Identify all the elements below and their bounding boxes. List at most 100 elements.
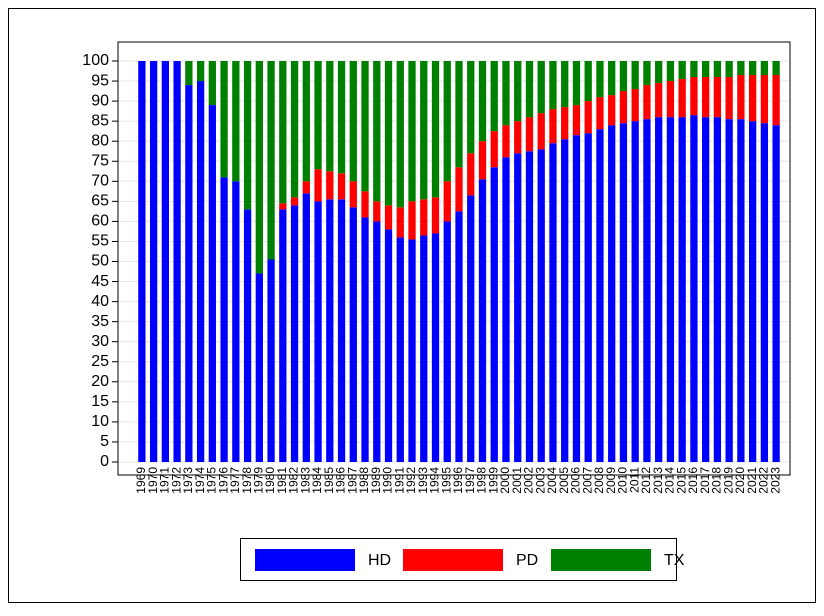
bar-segment [290, 205, 299, 463]
bar-segment [384, 229, 393, 462]
bar-segment [655, 61, 663, 84]
bar-segment [502, 61, 510, 126]
bar-segment [772, 125, 780, 462]
bar-segment [173, 61, 181, 462]
x-tick-label: 2002 [522, 467, 536, 494]
x-tick-label: 1969 [134, 467, 148, 494]
bar-segment [748, 121, 757, 463]
bar-segment [467, 61, 475, 154]
x-tick-label: 1982 [287, 467, 301, 494]
x-tick-label: 2006 [569, 467, 583, 494]
bar-segment [302, 193, 310, 462]
bar-segment [678, 61, 686, 80]
bar-segment [537, 113, 545, 150]
x-tick-label: 2008 [592, 467, 606, 494]
bar-segment [502, 157, 510, 463]
x-tick-label: 1990 [381, 467, 395, 494]
x-tick-label: 2018 [710, 467, 724, 494]
bar-segment [596, 129, 604, 463]
bar-segment [455, 167, 463, 212]
legend-swatch [255, 549, 355, 571]
bar-segment [631, 121, 639, 463]
y-tick-label: 80 [91, 132, 109, 149]
bar-segment [396, 207, 404, 238]
bar-segment [713, 77, 722, 118]
bar-segment [267, 259, 275, 462]
x-tick-label: 1989 [369, 467, 383, 494]
y-tick-label: 0 [100, 453, 109, 470]
bar-segment [748, 61, 757, 76]
bar-segment [208, 105, 216, 463]
x-tick-label: 1976 [216, 467, 230, 494]
x-tick-label: 1999 [486, 467, 500, 494]
bar-segment [772, 61, 780, 76]
bar-segment [525, 117, 534, 152]
bar-segment [490, 167, 498, 462]
bar-segment [561, 139, 569, 462]
x-tick-label: 1983 [298, 467, 312, 494]
bar-segment [572, 135, 581, 462]
bar-segment [655, 83, 663, 118]
bar-segment [373, 201, 381, 222]
x-tick-label: 1995 [439, 467, 453, 494]
bar-segment [290, 61, 299, 198]
bar-segment [302, 181, 310, 194]
bar-segment [525, 151, 534, 462]
bar-segment [702, 61, 710, 78]
bar-segment [490, 61, 498, 132]
x-tick-label: 1991 [392, 467, 406, 494]
bar-segment [478, 141, 487, 180]
bar-segment [408, 61, 416, 202]
bar-segment [443, 61, 451, 182]
bar-segment [314, 169, 322, 202]
x-tick-label: 2007 [580, 467, 594, 494]
x-tick-label: 2009 [604, 467, 618, 494]
bar-segment [279, 203, 287, 210]
bar-segment [772, 75, 780, 126]
y-tick-label: 65 [91, 193, 109, 210]
bar-segment [326, 171, 334, 200]
bar-segment [185, 61, 193, 86]
bar-segment [455, 61, 463, 168]
bar-segment [302, 61, 310, 182]
bar-segment [149, 61, 158, 462]
bar-segment [279, 209, 287, 462]
y-tick-label: 5 [100, 433, 109, 450]
bar-segment [420, 199, 428, 236]
bar-segment [243, 209, 252, 462]
x-tick-label: 1998 [475, 467, 489, 494]
bar-segment [690, 61, 698, 78]
bar-segment [514, 61, 522, 122]
legend-swatch [403, 549, 503, 571]
y-tick-label: 25 [91, 353, 109, 370]
x-tick-label: 2010 [616, 467, 630, 494]
x-tick-label: 1974 [193, 467, 207, 494]
y-tick-label: 75 [91, 152, 109, 169]
x-tick-label: 2023 [768, 467, 782, 494]
bar-segment [373, 61, 381, 202]
bar-segment [361, 217, 369, 462]
bar-segment [232, 181, 240, 463]
bar-segment [584, 101, 592, 134]
y-tick-label: 20 [91, 373, 109, 390]
x-tick-label: 2015 [674, 467, 688, 494]
bar-segment [220, 177, 228, 463]
bar-segment [537, 149, 545, 462]
x-tick-label: 1972 [169, 467, 183, 494]
y-tick-label: 70 [91, 173, 109, 190]
x-tick-label: 2014 [663, 467, 677, 494]
bar-segment [549, 109, 557, 144]
plot-frame [117, 41, 791, 476]
bar-segment [279, 61, 287, 204]
bar-segment [255, 273, 263, 462]
bar-segment [443, 221, 451, 462]
bar-segment [549, 61, 557, 110]
bar-segment [584, 61, 592, 102]
bar-segment [702, 117, 710, 462]
bar-segment [384, 61, 393, 206]
bar-segment [725, 119, 733, 463]
x-tick-label: 1970 [146, 467, 160, 494]
bar-segment [760, 75, 769, 124]
bar-segment [337, 61, 346, 174]
